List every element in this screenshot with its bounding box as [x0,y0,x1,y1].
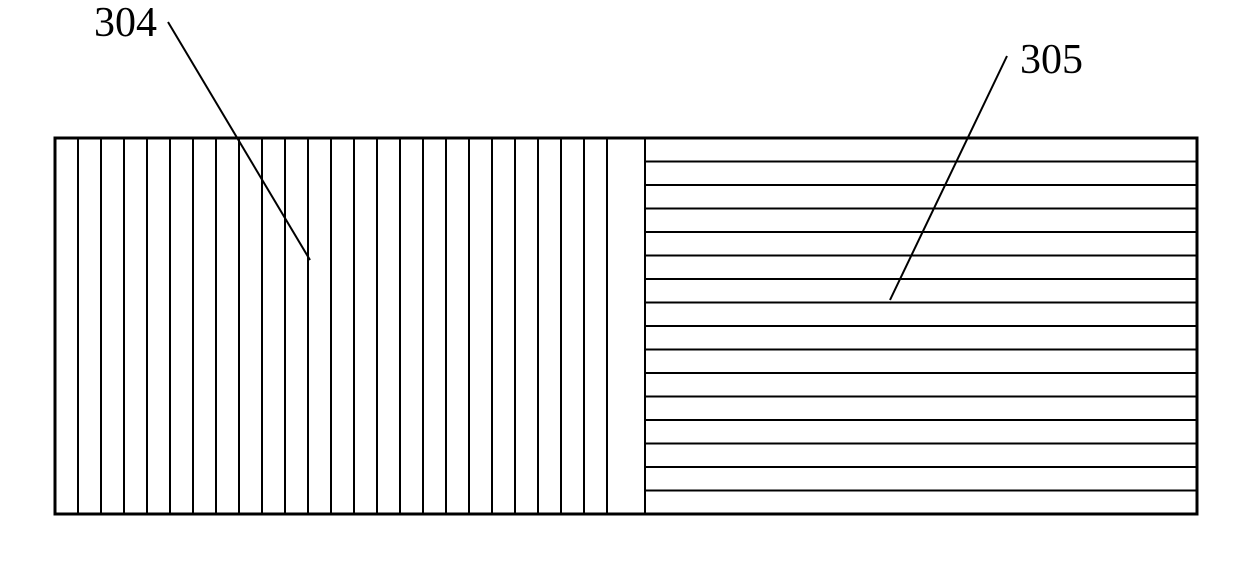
label-304: 304 [94,0,157,46]
label-305: 305 [1020,37,1083,83]
